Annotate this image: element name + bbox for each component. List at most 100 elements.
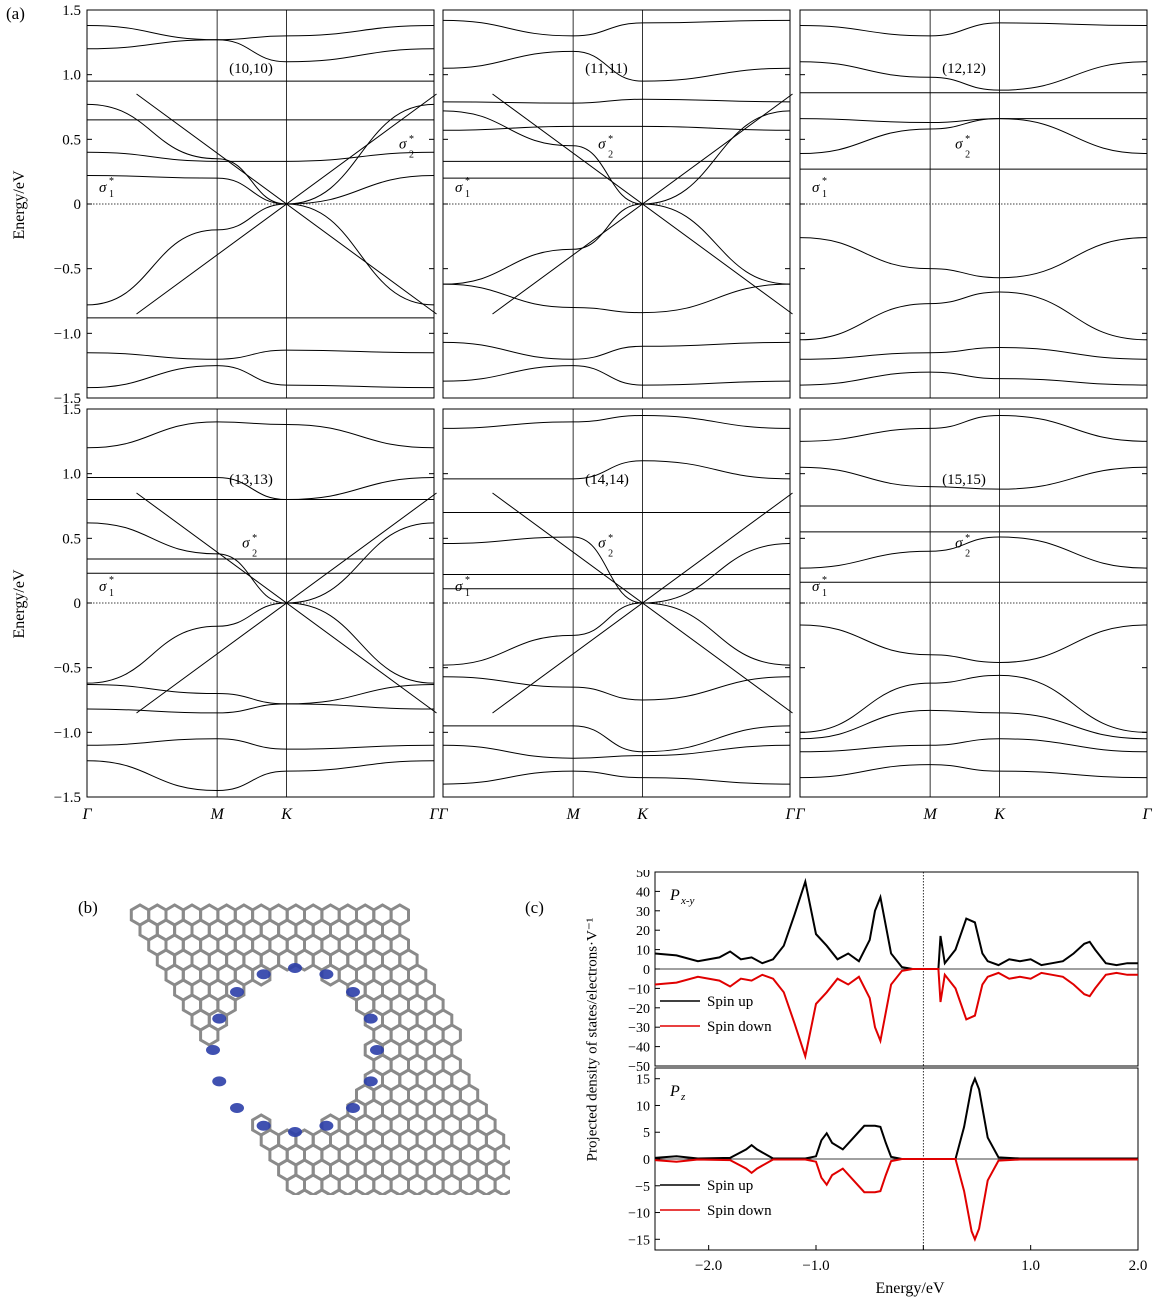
band-line — [442, 50, 791, 82]
panel-label: (10,10) — [229, 61, 273, 77]
kpoint-label: Γ — [784, 806, 795, 823]
legend-text-down: Spin down — [707, 1203, 772, 1219]
charge-blob — [370, 1045, 384, 1055]
label-a: (a) — [6, 4, 25, 23]
hexagon-ring — [432, 1188, 454, 1195]
ytick-label: −0.5 — [54, 262, 81, 278]
band-line — [86, 365, 435, 389]
charge-blob — [230, 987, 245, 998]
panel-label: (14,14) — [585, 472, 629, 488]
hexagon-ring — [251, 963, 272, 987]
hexagon-ring — [502, 1189, 510, 1195]
sigma1-sub: 1 — [465, 189, 470, 200]
sigma2-sup: * — [965, 134, 970, 145]
ytick-label: 0 — [643, 1153, 650, 1168]
sigma1-sub: 1 — [822, 189, 827, 200]
hexagon-ring — [381, 1188, 402, 1195]
band-line — [86, 203, 435, 306]
band-line — [86, 683, 435, 705]
band-line — [799, 347, 1148, 360]
sigma2-sup: * — [608, 533, 613, 544]
charge-blob — [206, 1045, 220, 1055]
sigma1-sub: 1 — [465, 588, 470, 599]
band-line — [799, 466, 1148, 490]
kpoint-label: Γ — [1141, 806, 1152, 823]
ytick-label: 30 — [636, 905, 650, 920]
band-line — [442, 98, 791, 104]
hexagon-ring — [329, 1188, 350, 1195]
xtick-label: 2.0 — [1129, 1258, 1148, 1274]
sigma1-sub: 1 — [822, 588, 827, 599]
ytick-label: 1.5 — [62, 3, 81, 19]
ytick-label: −1.0 — [54, 326, 81, 342]
charge-blob — [230, 1102, 245, 1113]
label-b: (b) — [78, 898, 98, 917]
band-line — [86, 175, 435, 205]
band-line — [799, 764, 1148, 779]
sigma2-sub: 2 — [252, 549, 257, 560]
band-panel: (11,11)σ *1σ *2 — [442, 9, 793, 399]
hexagon-ring — [363, 1188, 384, 1195]
hexagon-ring — [346, 1188, 367, 1195]
band-line — [86, 760, 435, 792]
graphene-lattice — [129, 903, 510, 1195]
band-line — [86, 602, 435, 684]
sigma1-label: σ — [812, 579, 820, 595]
hexagon-ring — [493, 1173, 510, 1195]
xtick-label: 1.0 — [1021, 1258, 1040, 1274]
band-panel: (13,13)σ *1σ *21.51.00.50−0.5−1.0−1.5Γ M K Γ — [54, 402, 440, 823]
sigma1-sub: 1 — [109, 588, 114, 599]
ytick-label: 0.5 — [62, 531, 81, 547]
sigma1-label: σ — [812, 180, 820, 196]
dos-panel-sub: z — [680, 1091, 686, 1103]
hexagon-ring — [199, 1023, 220, 1047]
sigma2-label: σ — [242, 535, 250, 551]
dos-legend: Spin up Spin down — [660, 994, 772, 1035]
dos-xlabel: Energy/eV — [875, 1280, 945, 1297]
band-line — [799, 709, 1148, 740]
ytick-label: −20 — [628, 1002, 650, 1017]
hexagon-ring — [398, 1188, 419, 1195]
dos-series-down — [654, 968, 1138, 1061]
kpoint-label: Γ — [794, 806, 805, 823]
band-line — [799, 118, 1147, 124]
band-line — [442, 770, 791, 785]
band-line — [442, 536, 791, 604]
sigma1-sup: * — [465, 176, 470, 187]
dos-panel-sub: x-y — [680, 895, 695, 907]
panel-label: (11,11) — [585, 61, 628, 77]
charge-blob — [288, 963, 302, 973]
kpoint-label: M — [209, 806, 225, 823]
band-line — [86, 349, 435, 360]
band-line — [799, 237, 1148, 279]
ytick-label: 1.0 — [62, 68, 81, 84]
dos-panel: 15 10 5 0 −5 −10 −15 P z Spin up Spin down — [628, 1067, 1139, 1251]
ytick-label: 0 — [74, 197, 82, 213]
sigma1-sup: * — [109, 575, 114, 586]
panel-label: (12,12) — [942, 61, 986, 77]
sigma2-sub: 2 — [965, 549, 970, 560]
band-line — [86, 25, 435, 41]
dos-series-up — [654, 877, 1138, 970]
band-line — [799, 371, 1148, 386]
band-panel: (10,10)σ *1σ *21.51.00.50−0.5−1.0−1.5 — [54, 3, 437, 407]
sigma1-label: σ — [455, 180, 463, 196]
band-line — [442, 602, 791, 666]
band-line — [442, 414, 791, 429]
band-line — [136, 93, 437, 315]
sigma1-label: σ — [455, 579, 463, 595]
hexagon-ring — [484, 1188, 506, 1195]
sigma2-sup: * — [608, 134, 613, 145]
band-line — [799, 674, 1148, 733]
band-line — [442, 365, 791, 386]
ytick-label: 0.5 — [62, 132, 81, 148]
ytick-label: −15 — [628, 1233, 650, 1248]
dos-series-up — [654, 1076, 1138, 1160]
sigma2-sub: 2 — [965, 150, 970, 161]
band-line — [799, 61, 1148, 91]
band-line — [799, 536, 1148, 569]
dos-panel-title: P — [669, 887, 680, 904]
hexagon-ring — [294, 1188, 315, 1195]
sigma2-label: σ — [955, 136, 963, 152]
